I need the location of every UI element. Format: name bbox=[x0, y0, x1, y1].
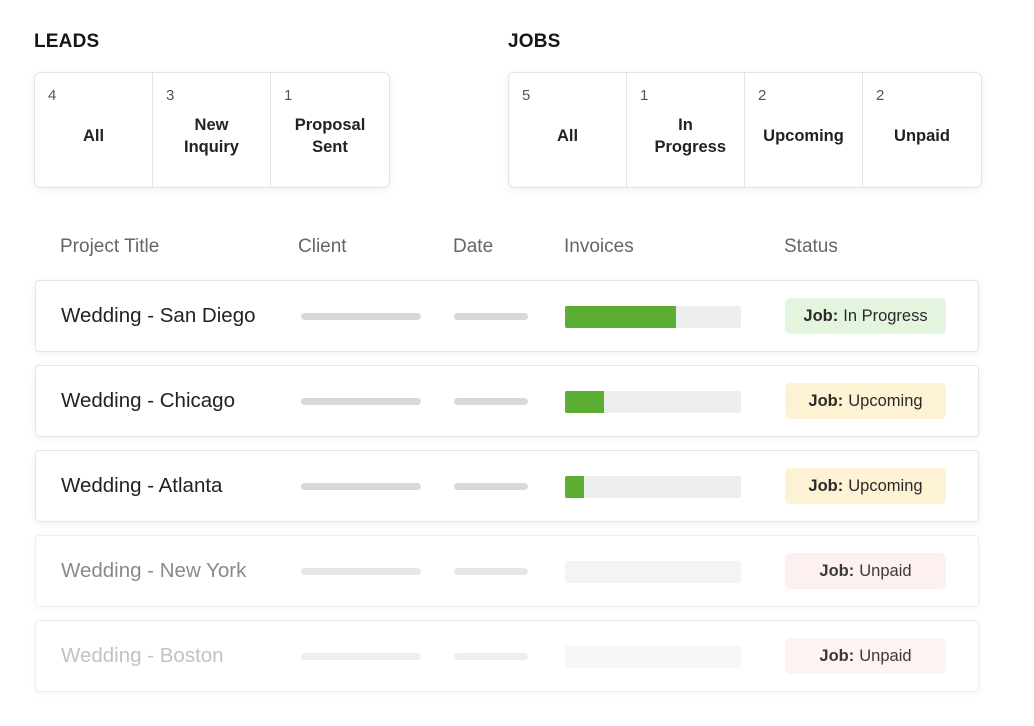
jobs-title: JOBS bbox=[508, 31, 561, 52]
table-row[interactable]: Wedding - New York Job: Unpaid bbox=[35, 535, 979, 607]
status-badge[interactable]: Job: Unpaid bbox=[785, 553, 946, 589]
status-prefix: Job: bbox=[803, 306, 839, 325]
status-badge[interactable]: Job: Unpaid bbox=[785, 638, 946, 674]
project-title[interactable]: Wedding - San Diego bbox=[61, 304, 256, 327]
jobs-section: JOBS 5 All 1 In Progress 2 Upcoming 2 Un… bbox=[508, 30, 982, 188]
leads-filter-group: 4 All 3 New Inquiry 1 Proposal Sent bbox=[34, 72, 390, 188]
project-title[interactable]: Wedding - Boston bbox=[61, 644, 224, 667]
filter-count: 2 bbox=[758, 87, 767, 104]
invoice-progress-bar bbox=[565, 646, 741, 668]
filter-label: In Progress bbox=[654, 116, 727, 156]
project-list: Wedding - San Diego Job: In Progress Wedd… bbox=[35, 280, 979, 705]
status-text: In Progress bbox=[843, 306, 928, 325]
leads-tab-new-inquiry[interactable]: 3 New Inquiry bbox=[153, 73, 271, 187]
status-prefix: Job: bbox=[808, 476, 844, 495]
status-prefix: Job: bbox=[808, 391, 844, 410]
date-placeholder bbox=[454, 313, 528, 320]
jobs-tab-in-progress[interactable]: 1 In Progress bbox=[627, 73, 745, 187]
table-row[interactable]: Wedding - San Diego Job: In Progress bbox=[35, 280, 979, 352]
invoice-progress-bar bbox=[565, 561, 741, 583]
leads-tab-proposal-sent[interactable]: 1 Proposal Sent bbox=[271, 73, 389, 187]
filter-label: All bbox=[82, 127, 105, 145]
client-placeholder bbox=[301, 398, 421, 405]
filter-count: 5 bbox=[522, 87, 531, 104]
invoice-progress-bar bbox=[565, 391, 741, 413]
filter-label: Upcoming bbox=[763, 127, 844, 145]
status-badge[interactable]: Job: In Progress bbox=[785, 298, 946, 334]
date-placeholder bbox=[454, 653, 528, 660]
leads-title: LEADS bbox=[34, 31, 100, 52]
date-placeholder bbox=[454, 398, 528, 405]
status-prefix: Job: bbox=[819, 646, 855, 665]
table-row[interactable]: Wedding - Boston Job: Unpaid bbox=[35, 620, 979, 692]
status-text: Upcoming bbox=[848, 476, 923, 495]
column-header-status[interactable]: Status bbox=[784, 236, 838, 257]
invoice-progress-fill bbox=[565, 476, 585, 498]
leads-section: LEADS 4 All 3 New Inquiry 1 Proposal Sen… bbox=[34, 30, 390, 188]
status-badge[interactable]: Job: Upcoming bbox=[785, 468, 946, 504]
filter-count: 4 bbox=[48, 87, 57, 104]
filter-count: 2 bbox=[876, 87, 885, 104]
date-placeholder bbox=[454, 568, 528, 575]
jobs-tab-upcoming[interactable]: 2 Upcoming bbox=[745, 73, 863, 187]
filter-count: 3 bbox=[166, 87, 175, 104]
filter-count: 1 bbox=[640, 87, 649, 104]
date-placeholder bbox=[454, 483, 528, 490]
filter-label: All bbox=[556, 127, 579, 145]
client-placeholder bbox=[301, 313, 421, 320]
project-title[interactable]: Wedding - Chicago bbox=[61, 389, 235, 412]
invoice-progress-bar bbox=[565, 306, 741, 328]
table-header: Project Title Client Date Invoices Statu… bbox=[60, 236, 978, 262]
status-badge[interactable]: Job: Upcoming bbox=[785, 383, 946, 419]
client-placeholder bbox=[301, 483, 421, 490]
jobs-filter-group: 5 All 1 In Progress 2 Upcoming 2 Unpaid bbox=[508, 72, 982, 188]
status-text: Unpaid bbox=[859, 561, 912, 580]
jobs-tab-all[interactable]: 5 All bbox=[509, 73, 627, 187]
project-title[interactable]: Wedding - New York bbox=[61, 559, 247, 582]
status-prefix: Job: bbox=[819, 561, 855, 580]
table-row[interactable]: Wedding - Chicago Job: Upcoming bbox=[35, 365, 979, 437]
status-text: Upcoming bbox=[848, 391, 923, 410]
filter-label: Proposal Sent bbox=[294, 116, 366, 156]
client-placeholder bbox=[301, 653, 421, 660]
status-text: Unpaid bbox=[859, 646, 912, 665]
client-placeholder bbox=[301, 568, 421, 575]
jobs-tab-unpaid[interactable]: 2 Unpaid bbox=[863, 73, 981, 187]
leads-tab-all[interactable]: 4 All bbox=[35, 73, 153, 187]
column-header-date[interactable]: Date bbox=[453, 236, 494, 257]
filter-count: 1 bbox=[284, 87, 293, 104]
table-row[interactable]: Wedding - Atlanta Job: Upcoming bbox=[35, 450, 979, 522]
project-title[interactable]: Wedding - Atlanta bbox=[61, 474, 223, 497]
filter-label: New Inquiry bbox=[183, 116, 239, 156]
column-header-client[interactable]: Client bbox=[298, 236, 347, 257]
column-header-project-title[interactable]: Project Title bbox=[60, 236, 160, 257]
invoice-progress-bar bbox=[565, 476, 741, 498]
column-header-invoices[interactable]: Invoices bbox=[564, 236, 634, 257]
invoice-progress-fill bbox=[565, 391, 604, 413]
filter-label: Unpaid bbox=[894, 127, 950, 145]
invoice-progress-fill bbox=[565, 306, 676, 328]
